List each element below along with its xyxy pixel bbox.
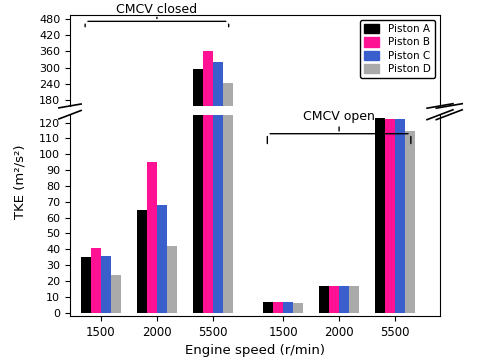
Bar: [375, 116, 385, 150]
Legend: Piston A, Piston B, Piston C, Piston D: Piston A, Piston B, Piston C, Piston D: [360, 20, 435, 78]
Bar: [101, 256, 111, 313]
Bar: [385, 116, 395, 150]
X-axis label: Engine speed (r/min): Engine speed (r/min): [185, 344, 325, 357]
Bar: [203, 0, 213, 313]
Bar: [136, 210, 147, 313]
Text: TKE (m²/s²): TKE (m²/s²): [14, 144, 26, 219]
Bar: [136, 132, 147, 150]
Bar: [395, 116, 405, 150]
Bar: [147, 124, 157, 150]
Bar: [80, 140, 90, 150]
Bar: [319, 145, 329, 150]
Bar: [293, 303, 303, 313]
Bar: [223, 83, 233, 150]
Bar: [80, 257, 90, 313]
Bar: [283, 148, 293, 150]
Bar: [375, 118, 385, 313]
Bar: [157, 205, 167, 313]
Bar: [90, 248, 101, 313]
Bar: [339, 286, 349, 313]
Bar: [293, 148, 303, 150]
Text: CMCV closed: CMCV closed: [116, 3, 198, 16]
Bar: [263, 148, 273, 150]
Bar: [101, 140, 111, 150]
Bar: [213, 62, 223, 150]
Bar: [349, 286, 360, 313]
Bar: [405, 118, 415, 150]
Bar: [263, 302, 273, 313]
Bar: [349, 145, 360, 150]
Bar: [167, 138, 177, 150]
Bar: [339, 145, 349, 150]
Bar: [405, 131, 415, 313]
Bar: [147, 162, 157, 313]
Text: CMCV open: CMCV open: [303, 110, 375, 123]
Bar: [329, 145, 339, 150]
Bar: [90, 138, 101, 150]
Bar: [111, 275, 121, 313]
Bar: [111, 143, 121, 150]
Bar: [283, 302, 293, 313]
Bar: [193, 69, 203, 150]
Bar: [203, 51, 213, 150]
Bar: [213, 0, 223, 313]
Bar: [395, 119, 405, 313]
Bar: [319, 286, 329, 313]
Bar: [273, 148, 283, 150]
Bar: [167, 246, 177, 313]
Bar: [385, 119, 395, 313]
Bar: [223, 0, 233, 313]
Bar: [273, 302, 283, 313]
Bar: [157, 131, 167, 150]
Bar: [193, 0, 203, 313]
Bar: [329, 286, 339, 313]
